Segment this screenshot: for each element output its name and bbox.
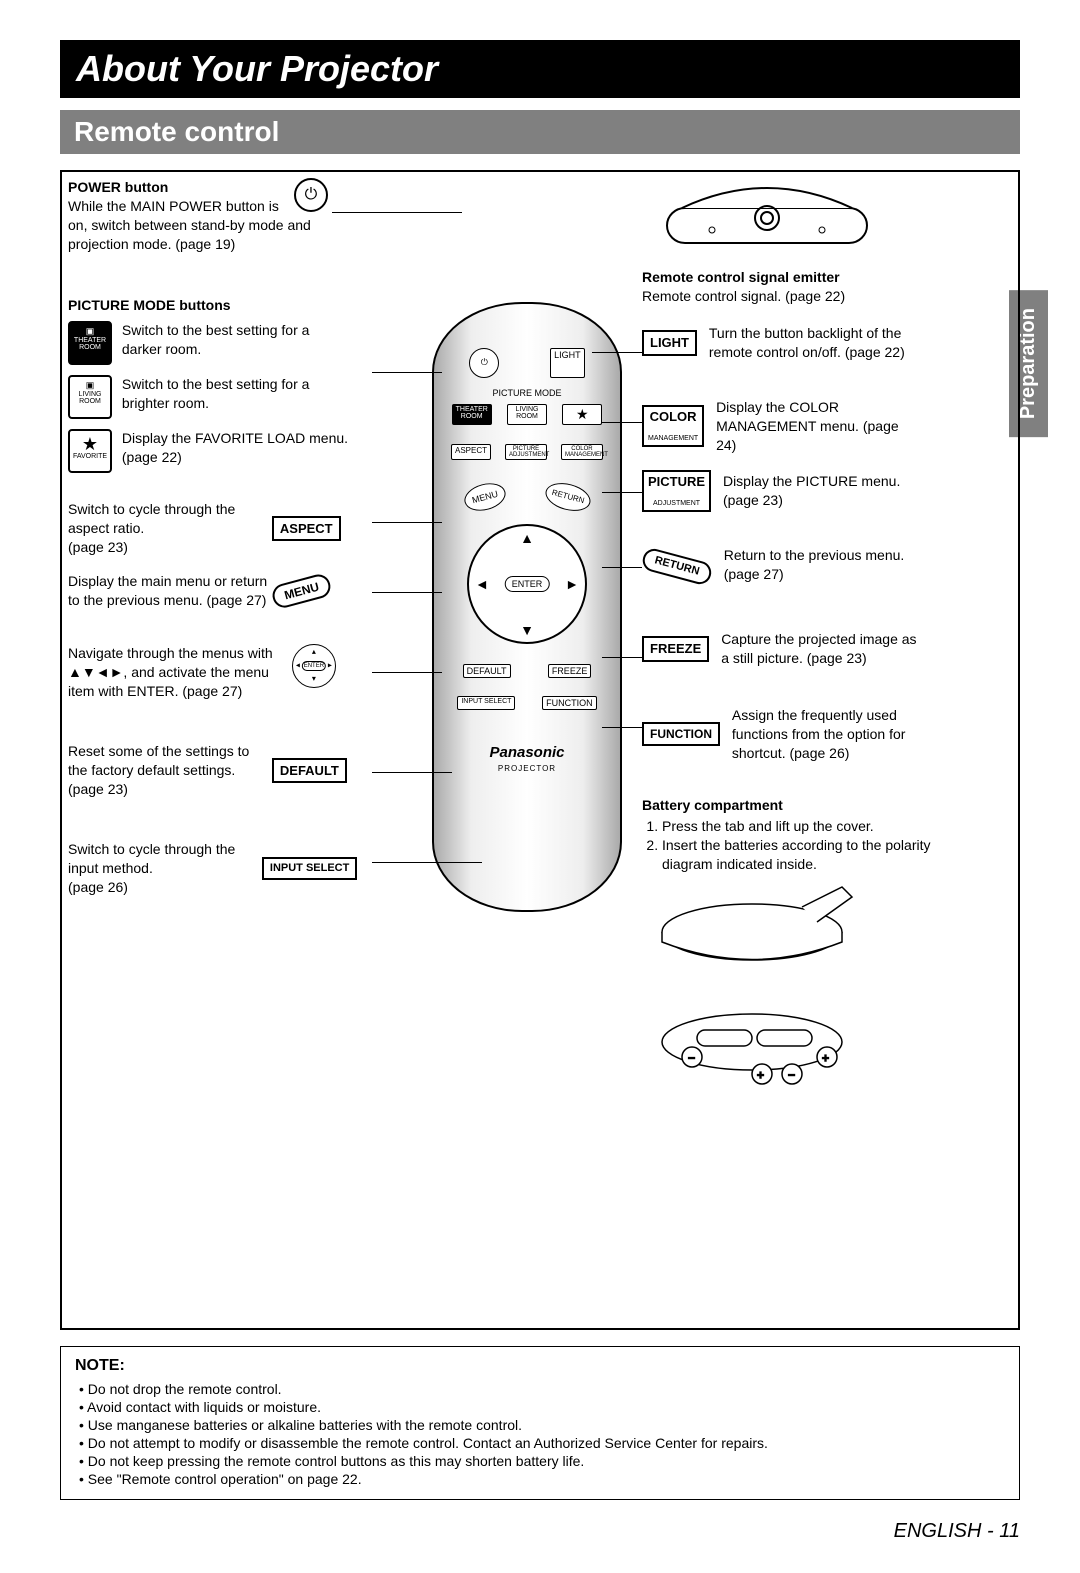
function-label-box: FUNCTION: [642, 722, 720, 746]
remote-living-btn: LIVING ROOM: [507, 404, 547, 425]
freeze-label-box: FREEZE: [642, 636, 709, 662]
note-item: Do not attempt to modify or disassemble …: [79, 1435, 1005, 1451]
callout-menu: Display the main menu or return to the p…: [68, 572, 368, 610]
default-label-box: DEFAULT: [272, 758, 347, 784]
remote-menu-btn: MENU: [461, 479, 508, 515]
remote-aspect-btn: ASPECT: [451, 444, 491, 460]
return-label-oval: RETURN: [640, 546, 713, 586]
input-label-box: INPUT SELECT: [262, 857, 357, 880]
callout-light: LIGHT Turn the button backlight of the r…: [642, 324, 932, 362]
callout-color: COLOR MANAGEMENT Display the COLOR MANAG…: [642, 398, 932, 455]
svg-text:−: −: [688, 1051, 695, 1065]
note-item: Use manganese batteries or alkaline batt…: [79, 1417, 1005, 1433]
note-heading: NOTE:: [75, 1357, 1005, 1375]
theater-room-icon: ▣THEATERROOM: [68, 321, 112, 365]
remote-nav-pad: ▲ ▼ ◄ ► ENTER: [467, 524, 587, 644]
light-label-box: LIGHT: [642, 330, 697, 356]
callout-battery: Battery compartment Press the tab and li…: [642, 796, 942, 874]
note-section: NOTE: Do not drop the remote control. Av…: [60, 1346, 1020, 1500]
remote-favorite-btn: ★: [562, 404, 602, 425]
subtitle-bar: Remote control: [60, 110, 1020, 154]
living-room-icon: ▣LIVINGROOM: [68, 375, 112, 419]
remote-power-icon: ⏻: [469, 348, 499, 378]
mini-nav-icon: ▴ ▾ ◂ ▸ ENTER: [292, 644, 336, 688]
menu-label-oval: MENU: [270, 571, 334, 610]
callout-power: POWER button ⏻ While the MAIN POWER butt…: [68, 178, 328, 254]
brand-label: Panasonic: [434, 744, 620, 761]
remote-function-btn: FUNCTION: [542, 696, 597, 710]
callout-freeze: FREEZE Capture the projected image as a …: [642, 630, 932, 668]
callout-default: Reset some of the settings to the factor…: [68, 742, 368, 799]
callout-function: FUNCTION Assign the frequently used func…: [642, 706, 932, 763]
title-bar: About Your Projector: [60, 40, 1020, 98]
callout-aspect: Switch to cycle through the aspect ratio…: [68, 500, 368, 557]
remote-picadj-btn: PICTURE ADJUSTMENT: [505, 444, 547, 460]
emitter-device-icon: [662, 178, 872, 250]
callout-emitter: Remote control signal emitter Remote con…: [642, 268, 922, 306]
remote-freeze-btn: FREEZE: [548, 664, 592, 678]
page-title: About Your Projector: [76, 48, 1004, 90]
subtitle: Remote control: [74, 116, 1006, 148]
remote-light-btn: LIGHT: [550, 348, 585, 378]
remote-colmgmt-btn: COLOR MANAGEMENT: [561, 444, 603, 460]
remote-enter-btn: ENTER: [505, 576, 550, 592]
note-list: Do not drop the remote control. Avoid co…: [75, 1381, 1005, 1487]
note-item: Avoid contact with liquids or moisture.: [79, 1399, 1005, 1415]
callout-picture-mode: PICTURE MODE buttons ▣THEATERROOM Switch…: [68, 296, 368, 473]
remote-return-btn: RETURN: [542, 478, 593, 515]
diagram-frame: ⏻ LIGHT PICTURE MODE THEATER ROOM LIVING…: [60, 170, 1020, 1330]
footer-lang: ENGLISH: [894, 1520, 982, 1542]
callout-picture: PICTURE ADJUSTMENT Display the PICTURE m…: [642, 470, 932, 512]
callout-input: Switch to cycle through the input method…: [68, 840, 368, 897]
remote-control-illustration: ⏻ LIGHT PICTURE MODE THEATER ROOM LIVING…: [432, 302, 622, 912]
battery-compartment-icon: − + + −: [652, 882, 882, 1107]
footer: ENGLISH - 11: [60, 1520, 1020, 1543]
footer-page: 11: [999, 1520, 1020, 1542]
callout-return: RETURN Return to the previous menu. (pag…: [642, 546, 932, 584]
svg-text:+: +: [757, 1068, 764, 1082]
svg-text:+: +: [822, 1051, 829, 1065]
remote-default-btn: DEFAULT: [463, 664, 511, 678]
favorite-icon: ★FAVORITE: [68, 429, 112, 473]
callout-nav: Navigate through the menus with ▲▼◄►, an…: [68, 644, 368, 701]
remote-theater-btn: THEATER ROOM: [452, 404, 492, 425]
note-item: See "Remote control operation" on page 2…: [79, 1471, 1005, 1487]
note-item: Do not keep pressing the remote control …: [79, 1453, 1005, 1469]
note-item: Do not drop the remote control.: [79, 1381, 1005, 1397]
aspect-label-box: ASPECT: [272, 516, 341, 542]
picture-mode-label: PICTURE MODE: [434, 388, 620, 398]
remote-input-btn: INPUT SELECT: [457, 696, 515, 710]
brand-sub-label: PROJECTOR: [434, 764, 620, 773]
svg-text:−: −: [788, 1068, 795, 1082]
